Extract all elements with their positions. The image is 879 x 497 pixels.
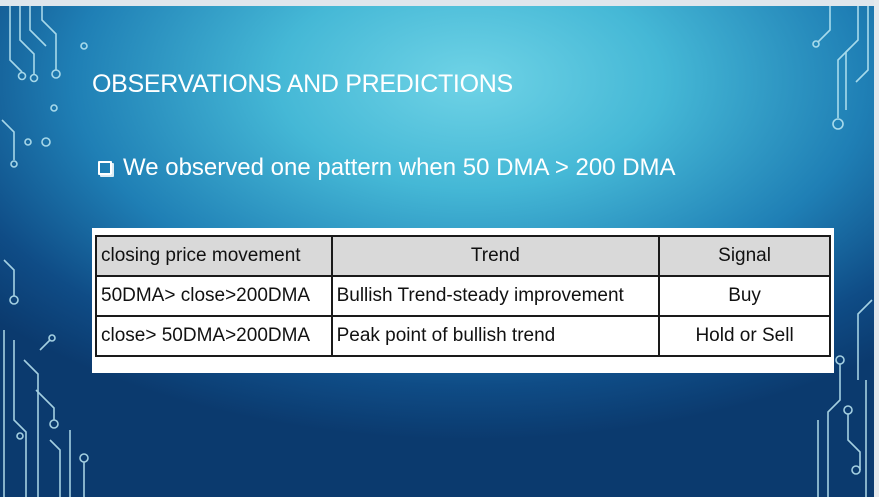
cell-movement: close> 50DMA>200DMA bbox=[95, 315, 333, 357]
header-trend: Trend bbox=[330, 235, 661, 277]
table-header-row: closing price movement Trend Signal bbox=[95, 235, 831, 277]
cell-signal: Buy bbox=[658, 275, 831, 317]
cell-trend: Bullish Trend-steady improvement bbox=[330, 275, 661, 317]
cell-trend: Peak point of bullish trend bbox=[330, 315, 661, 357]
bullet-item: We observed one pattern when 50 DMA > 20… bbox=[98, 152, 838, 184]
slide-title: OBSERVATIONS AND PREDICTIONS bbox=[92, 70, 513, 98]
observations-table-card: closing price movement Trend Signal 50DM… bbox=[92, 228, 834, 373]
table-row: close> 50DMA>200DMA Peak point of bullis… bbox=[95, 315, 831, 357]
checkbox-bullet-icon bbox=[98, 161, 112, 175]
window-right-edge bbox=[874, 0, 879, 497]
table-row: 50DMA> close>200DMA Bullish Trend-steady… bbox=[95, 275, 831, 317]
bullet-text: We observed one pattern when 50 DMA > 20… bbox=[123, 154, 676, 181]
window-top-strip bbox=[0, 0, 879, 6]
cell-movement: 50DMA> close>200DMA bbox=[95, 275, 333, 317]
header-signal: Signal bbox=[658, 235, 831, 277]
cell-signal: Hold or Sell bbox=[658, 315, 831, 357]
observations-table: closing price movement Trend Signal 50DM… bbox=[95, 235, 831, 357]
header-closing-price-movement: closing price movement bbox=[95, 235, 333, 277]
